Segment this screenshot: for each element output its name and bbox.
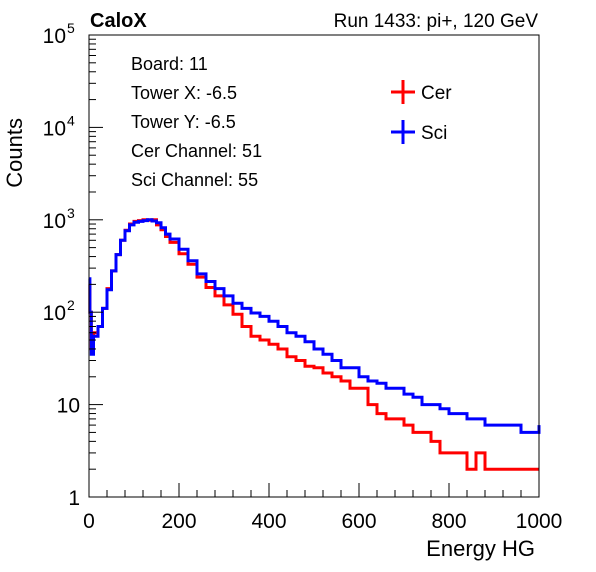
y-tick-label: 10	[43, 25, 66, 48]
y-tick-exponent: 4	[67, 112, 75, 128]
info-box-line: Cer Channel: 51	[131, 141, 262, 161]
y-tick-label: 10	[57, 395, 80, 418]
legend-label-cer: Cer	[421, 83, 452, 104]
info-box-line: Tower Y: -6.5	[131, 112, 236, 132]
x-tick-label: 0	[83, 510, 95, 533]
info-box-background	[120, 45, 360, 205]
legend-label-sci: Sci	[421, 123, 447, 144]
x-tick-label: 1000	[516, 510, 563, 533]
x-tick-label: 400	[251, 510, 286, 533]
x-axis: 0 200 400 600 800 1000	[83, 483, 562, 533]
y-tick-exponent: 2	[67, 297, 75, 313]
series-layer	[88, 218, 541, 471]
x-tick-label: 200	[161, 510, 196, 533]
y-tick-label: 10	[43, 302, 66, 325]
info-box-line: Tower X: -6.5	[131, 83, 237, 103]
chart-title-right: Run 1433: pi+, 120 GeV	[334, 11, 539, 32]
y-tick-label: 1	[68, 487, 80, 510]
info-box: Board: 11 Tower X: -6.5 Tower Y: -6.5 Cer C…	[120, 45, 360, 205]
info-box-line: Sci Channel: 55	[131, 170, 258, 190]
chart-title-left: CaloX	[90, 10, 147, 32]
info-box-line: Board: 11	[131, 54, 208, 74]
x-tick-label: 800	[431, 510, 466, 533]
x-tick-label: 600	[341, 510, 376, 533]
y-tick-label: 10	[43, 117, 66, 140]
series-line-sci	[88, 218, 541, 434]
legend: Cer Sci	[391, 80, 452, 144]
plot-frame	[88, 34, 540, 498]
y-axis-label: Counts	[2, 118, 27, 188]
y-tick-exponent: 5	[67, 20, 75, 36]
x-axis-label: Energy HG	[426, 536, 535, 561]
y-tick-label: 10	[43, 210, 66, 233]
y-tick-exponent: 3	[67, 205, 75, 221]
